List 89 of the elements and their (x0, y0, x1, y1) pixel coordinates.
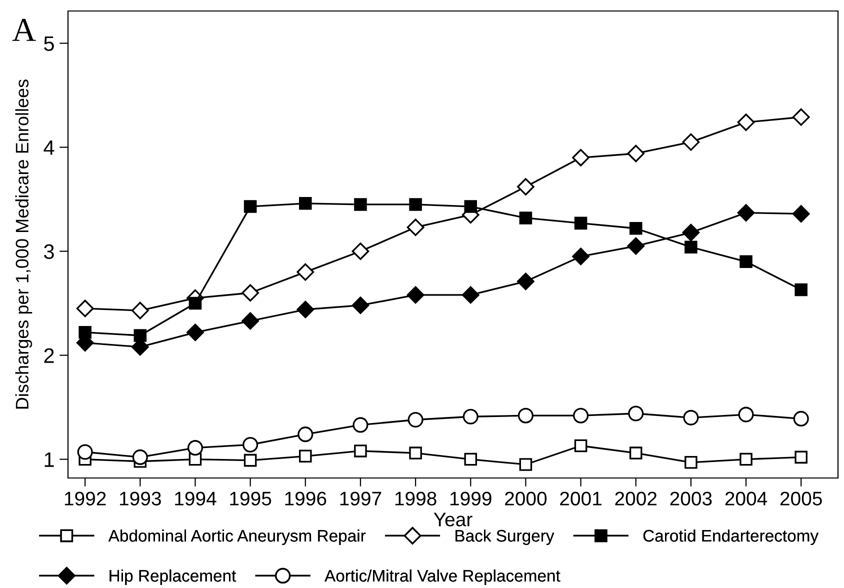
point (408, 412, 424, 428)
point (296, 300, 314, 318)
point (244, 200, 257, 213)
point (242, 312, 260, 330)
point (131, 302, 149, 320)
point (518, 408, 534, 424)
point (572, 148, 590, 166)
x-tick-label: 2000 (505, 492, 547, 506)
point (574, 216, 588, 230)
point (244, 454, 257, 467)
point (572, 248, 590, 266)
point (242, 436, 258, 452)
point (406, 286, 424, 304)
point (738, 406, 754, 422)
x-axis-title: Year (434, 512, 472, 526)
point (462, 286, 480, 304)
point (352, 417, 368, 433)
point (298, 426, 314, 442)
point (629, 446, 642, 460)
y-tick-label: 5 (44, 36, 54, 51)
point (682, 224, 700, 242)
point (792, 108, 810, 126)
point (296, 263, 314, 281)
legend-label: Back Surgery (456, 529, 554, 545)
point (628, 406, 644, 422)
x-tick-label: 1997 (340, 492, 382, 506)
point (406, 218, 424, 236)
point (684, 240, 698, 254)
point (794, 450, 808, 464)
x-tick-label: 1999 (450, 492, 492, 506)
x-tick-label: 1993 (120, 492, 161, 506)
point (134, 329, 147, 342)
point (464, 452, 478, 466)
point (462, 408, 478, 424)
x-tick-label: 2001 (560, 492, 602, 506)
x-tick-label: 1996 (285, 492, 326, 506)
point (574, 439, 588, 452)
point (132, 449, 148, 465)
x-tick-label: 2003 (670, 492, 712, 506)
point (352, 296, 370, 314)
point (627, 144, 645, 162)
legend-label: Carotid Endarterectomy (643, 529, 819, 545)
legend-label: Aortic/Mitral Valve Replacement (324, 569, 560, 585)
point (740, 452, 752, 466)
y-tick-label: 4 (44, 140, 54, 155)
point (684, 456, 698, 469)
point (794, 283, 808, 296)
point (354, 198, 367, 211)
y-axis-title: Discharges per 1,000 Medicare Enrollees (15, 80, 32, 409)
point (299, 450, 312, 463)
point (793, 410, 809, 426)
point (683, 410, 699, 426)
point (186, 324, 204, 342)
point (187, 440, 204, 456)
point (517, 272, 534, 290)
point (629, 222, 642, 235)
point (352, 242, 370, 260)
y-tick-label: 3 (44, 244, 54, 260)
point (792, 205, 810, 223)
point (740, 255, 752, 268)
x-tick-label: 2005 (780, 492, 822, 506)
x-tick-label: 1998 (395, 492, 436, 506)
y-tick-label: 1 (44, 452, 54, 467)
point (627, 237, 645, 255)
point (242, 284, 260, 302)
point (76, 300, 94, 318)
text: A (12, 18, 36, 41)
x-tick-label: 1995 (230, 492, 272, 506)
point (519, 458, 532, 471)
y-tick-label: 2 (44, 348, 54, 363)
point (682, 133, 700, 151)
point (737, 114, 755, 131)
x-tick-label: 1994 (175, 492, 216, 506)
x-tick-label: 2002 (615, 492, 657, 506)
point (517, 178, 534, 196)
point (409, 198, 422, 211)
x-tick-label: 2004 (725, 492, 768, 506)
point (737, 204, 755, 222)
point (409, 446, 422, 460)
legend-label: Abdominal Aortic Aneurysm Repair (108, 529, 366, 545)
point (464, 200, 478, 213)
x-tick-label: 1992 (64, 492, 106, 506)
point (299, 197, 312, 210)
point (77, 444, 93, 460)
point (188, 296, 202, 310)
point (573, 408, 589, 424)
point (354, 444, 367, 458)
point (519, 212, 532, 224)
legend-label: Hip Replacement (110, 569, 236, 585)
